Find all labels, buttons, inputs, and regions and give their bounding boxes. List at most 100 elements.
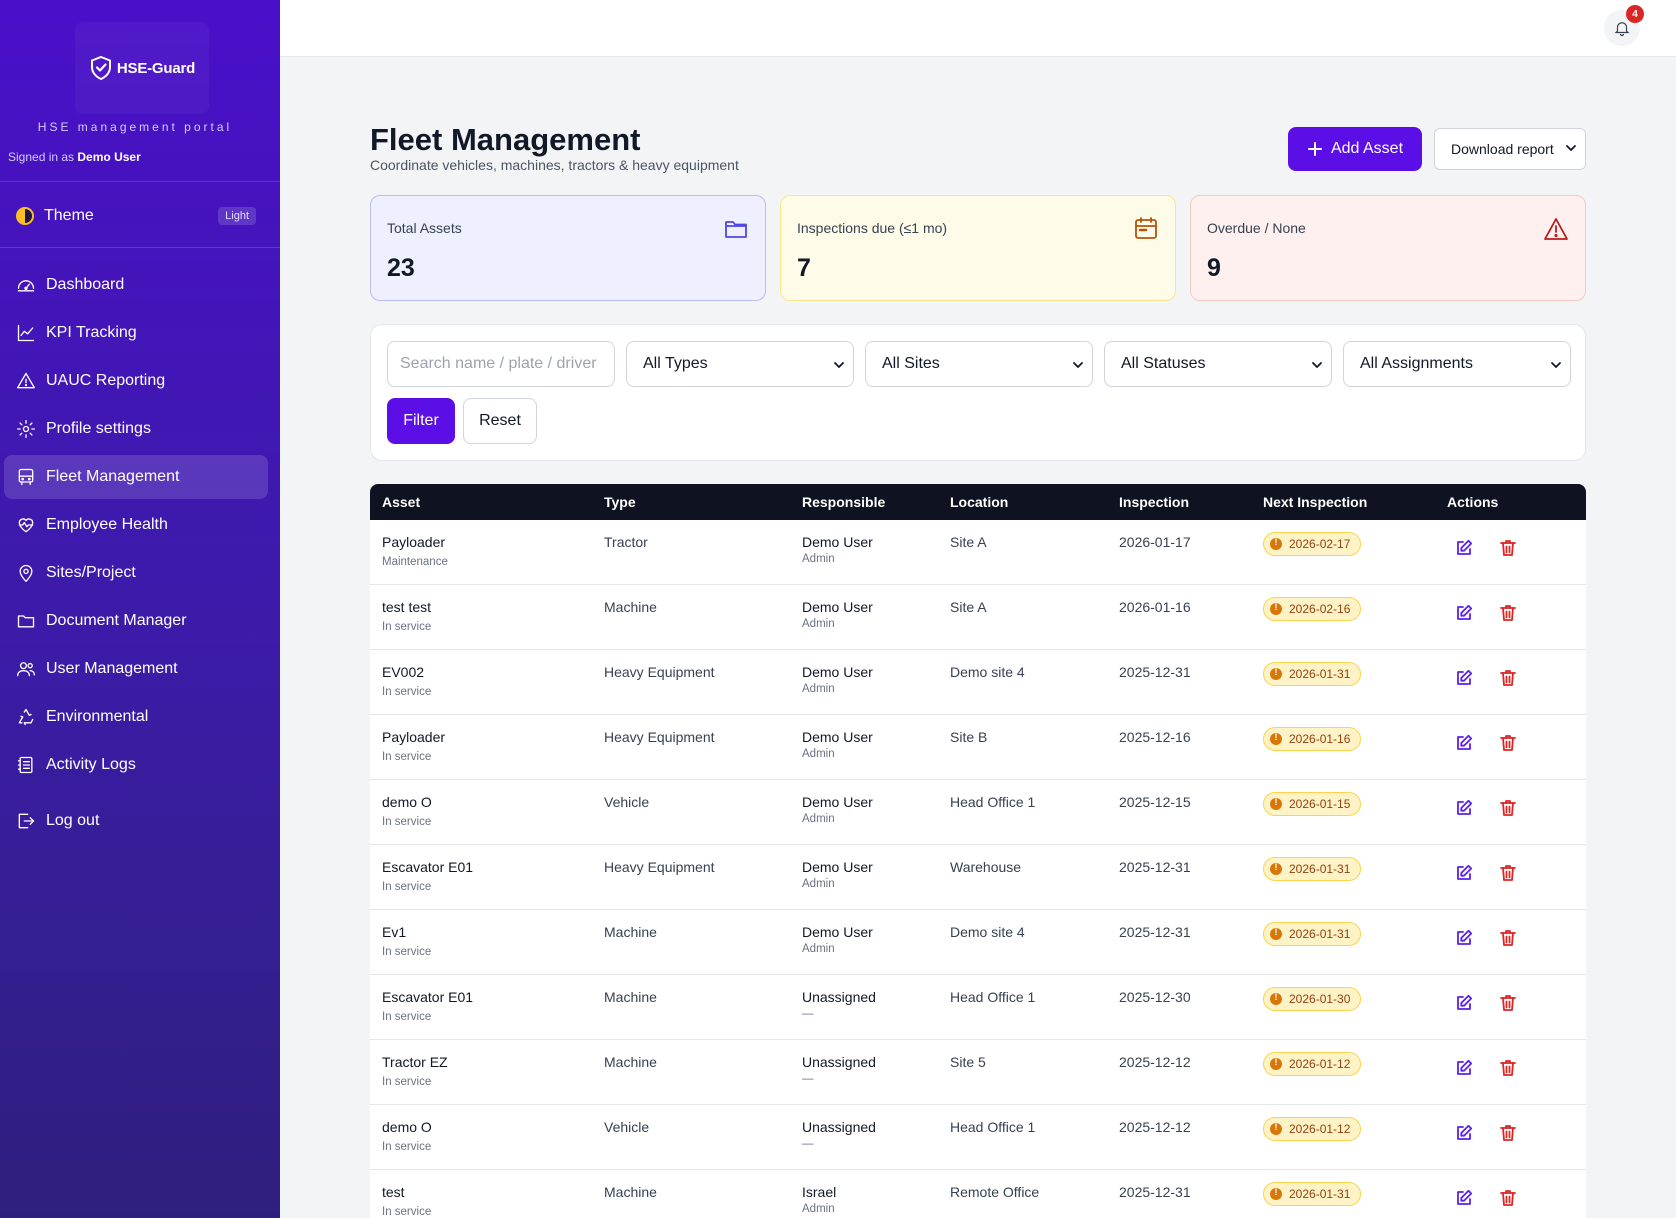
asset-type: Machine bbox=[604, 989, 657, 1005]
trash-icon[interactable] bbox=[1498, 538, 1520, 560]
app-logo[interactable]: HSE-Guard bbox=[75, 22, 209, 114]
plus-icon bbox=[1307, 142, 1322, 156]
sidebar-item-employee-health[interactable]: Employee Health bbox=[4, 503, 268, 547]
logout-button[interactable]: Log out bbox=[4, 799, 268, 843]
sidebar-item-sites-project[interactable]: Sites/Project bbox=[4, 551, 268, 595]
responsible-role: Admin bbox=[802, 748, 835, 760]
reset-button[interactable]: Reset bbox=[463, 398, 537, 444]
trash-icon[interactable] bbox=[1498, 1058, 1520, 1080]
site-select[interactable]: All Sites bbox=[865, 341, 1093, 387]
table-row[interactable]: Ev1 In service Machine Demo User Admin Demo s… bbox=[370, 910, 1586, 975]
assignment-select[interactable]: All Assignments bbox=[1343, 341, 1571, 387]
inspection-date: 2026-01-17 bbox=[1119, 534, 1191, 550]
next-inspection-date: 2026-01-15 bbox=[1289, 797, 1351, 811]
asset-location: Site 5 bbox=[950, 1054, 986, 1070]
sidebar: HSE-Guard HSE management portal Signed i… bbox=[0, 0, 280, 1218]
chevron-down-icon bbox=[1073, 362, 1083, 368]
responsible-cell: Demo User Admin bbox=[802, 534, 873, 565]
responsible-cell: Demo User Admin bbox=[802, 859, 873, 890]
edit-icon[interactable] bbox=[1454, 1058, 1476, 1080]
trash-icon[interactable] bbox=[1498, 733, 1520, 755]
edit-icon[interactable] bbox=[1454, 863, 1476, 885]
table-row[interactable]: test In service Machine Israel Admin Remote O… bbox=[370, 1170, 1586, 1218]
asset-name: Ev1 bbox=[382, 924, 407, 940]
type-select-value: All Types bbox=[643, 355, 708, 372]
add-asset-button[interactable]: Add Asset bbox=[1288, 127, 1422, 171]
portal-label: HSE management portal bbox=[37, 120, 233, 134]
edit-icon[interactable] bbox=[1454, 993, 1476, 1015]
edit-icon[interactable] bbox=[1454, 1188, 1476, 1210]
status-select[interactable]: All Statuses bbox=[1104, 341, 1332, 387]
table-row[interactable]: Escavator E01 In service Machine Unassigned… bbox=[370, 975, 1586, 1040]
stat-card-inspections-due: Inspections due (≤1 mo) 7 bbox=[780, 195, 1176, 301]
alert-triangle-icon bbox=[1544, 218, 1568, 240]
responsible-name: Demo User bbox=[802, 534, 873, 550]
edit-icon[interactable] bbox=[1454, 538, 1476, 560]
trash-icon[interactable] bbox=[1498, 1188, 1520, 1210]
table-row[interactable]: demo O In service Vehicle Unassigned — Head O… bbox=[370, 1105, 1586, 1170]
edit-icon[interactable] bbox=[1454, 798, 1476, 820]
notifications-button[interactable]: 4 bbox=[1604, 5, 1644, 46]
column-header-responsible[interactable]: Responsible bbox=[802, 494, 886, 510]
column-header-inspection[interactable]: Inspection bbox=[1119, 494, 1190, 510]
sidebar-item-environmental[interactable]: Environmental bbox=[4, 695, 268, 739]
stat-card-total-assets: Total Assets 23 bbox=[370, 195, 766, 301]
asset-name: Payloader bbox=[382, 534, 446, 550]
sidebar-item-activity-logs[interactable]: Activity Logs bbox=[4, 743, 268, 787]
responsible-cell: Unassigned — bbox=[802, 1119, 876, 1150]
log-icon bbox=[17, 756, 33, 774]
filter-button[interactable]: Filter bbox=[387, 398, 455, 444]
table-row[interactable]: Payloader In service Heavy Equipment Demo U… bbox=[370, 715, 1586, 780]
column-header-type[interactable]: Type bbox=[604, 494, 636, 510]
sidebar-item-label: Activity Logs bbox=[46, 756, 136, 773]
next-inspection-date: 2026-01-12 bbox=[1289, 1122, 1351, 1136]
table-row[interactable]: EV002 In service Heavy Equipment Demo User A… bbox=[370, 650, 1586, 715]
trash-icon[interactable] bbox=[1498, 863, 1520, 885]
type-select[interactable]: All Types bbox=[626, 341, 854, 387]
responsible-cell: Demo User Admin bbox=[802, 794, 873, 825]
trash-icon[interactable] bbox=[1498, 1123, 1520, 1145]
table-row[interactable]: Tractor EZ In service Machine Unassigned — Si… bbox=[370, 1040, 1586, 1105]
sidebar-item-uauc-reporting[interactable]: UAUC Reporting bbox=[4, 359, 268, 403]
column-header-location[interactable]: Location bbox=[950, 494, 1009, 510]
sidebar-item-kpi-tracking[interactable]: KPI Tracking bbox=[4, 311, 268, 355]
folder-icon bbox=[725, 221, 747, 238]
responsible-role: Admin bbox=[802, 683, 835, 695]
trash-icon[interactable] bbox=[1498, 668, 1520, 690]
sidebar-item-profile-settings[interactable]: Profile settings bbox=[4, 407, 268, 451]
responsible-role: Admin bbox=[802, 618, 835, 630]
top-bar: 4 bbox=[280, 0, 1676, 57]
table-row[interactable]: test test In service Machine Demo User Admin… bbox=[370, 585, 1586, 650]
column-header-asset[interactable]: Asset bbox=[382, 494, 421, 510]
exclamation-icon bbox=[1270, 927, 1282, 940]
edit-icon[interactable] bbox=[1454, 603, 1476, 625]
chevron-down-icon bbox=[834, 362, 844, 368]
edit-icon[interactable] bbox=[1454, 928, 1476, 950]
responsible-role: — bbox=[802, 1138, 814, 1150]
table-row[interactable]: Payloader Maintenance Tractor Demo User Admi… bbox=[370, 520, 1586, 585]
search-input[interactable] bbox=[387, 341, 615, 387]
trash-icon[interactable] bbox=[1498, 928, 1520, 950]
edit-icon[interactable] bbox=[1454, 1123, 1476, 1145]
table-row[interactable]: demo O In service Vehicle Demo User Admin Hea… bbox=[370, 780, 1586, 845]
asset-type: Machine bbox=[604, 1054, 657, 1070]
edit-icon[interactable] bbox=[1454, 733, 1476, 755]
sidebar-item-dashboard[interactable]: Dashboard bbox=[4, 263, 268, 307]
sidebar-item-document-manager[interactable]: Document Manager bbox=[4, 599, 268, 643]
trash-icon[interactable] bbox=[1498, 798, 1520, 820]
download-report-select[interactable]: Download report bbox=[1434, 128, 1586, 170]
asset-name: Payloader bbox=[382, 729, 446, 745]
theme-toggle[interactable]: Theme Light bbox=[16, 204, 256, 228]
edit-icon[interactable] bbox=[1454, 668, 1476, 690]
sidebar-item-label: Environmental bbox=[46, 708, 149, 725]
trash-icon[interactable] bbox=[1498, 603, 1520, 625]
sidebar-item-fleet-management[interactable]: Fleet Management bbox=[4, 455, 268, 499]
asset-status: In service bbox=[382, 1011, 432, 1023]
column-header-next-inspection[interactable]: Next Inspection bbox=[1263, 494, 1368, 510]
sidebar-item-user-management[interactable]: User Management bbox=[4, 647, 268, 691]
responsible-name: Demo User bbox=[802, 664, 873, 680]
table-row[interactable]: Escavator E01 In service Heavy Equipment De… bbox=[370, 845, 1586, 910]
responsible-cell: Demo User Admin bbox=[802, 664, 873, 695]
trash-icon[interactable] bbox=[1498, 993, 1520, 1015]
sidebar-item-label: KPI Tracking bbox=[46, 324, 137, 341]
